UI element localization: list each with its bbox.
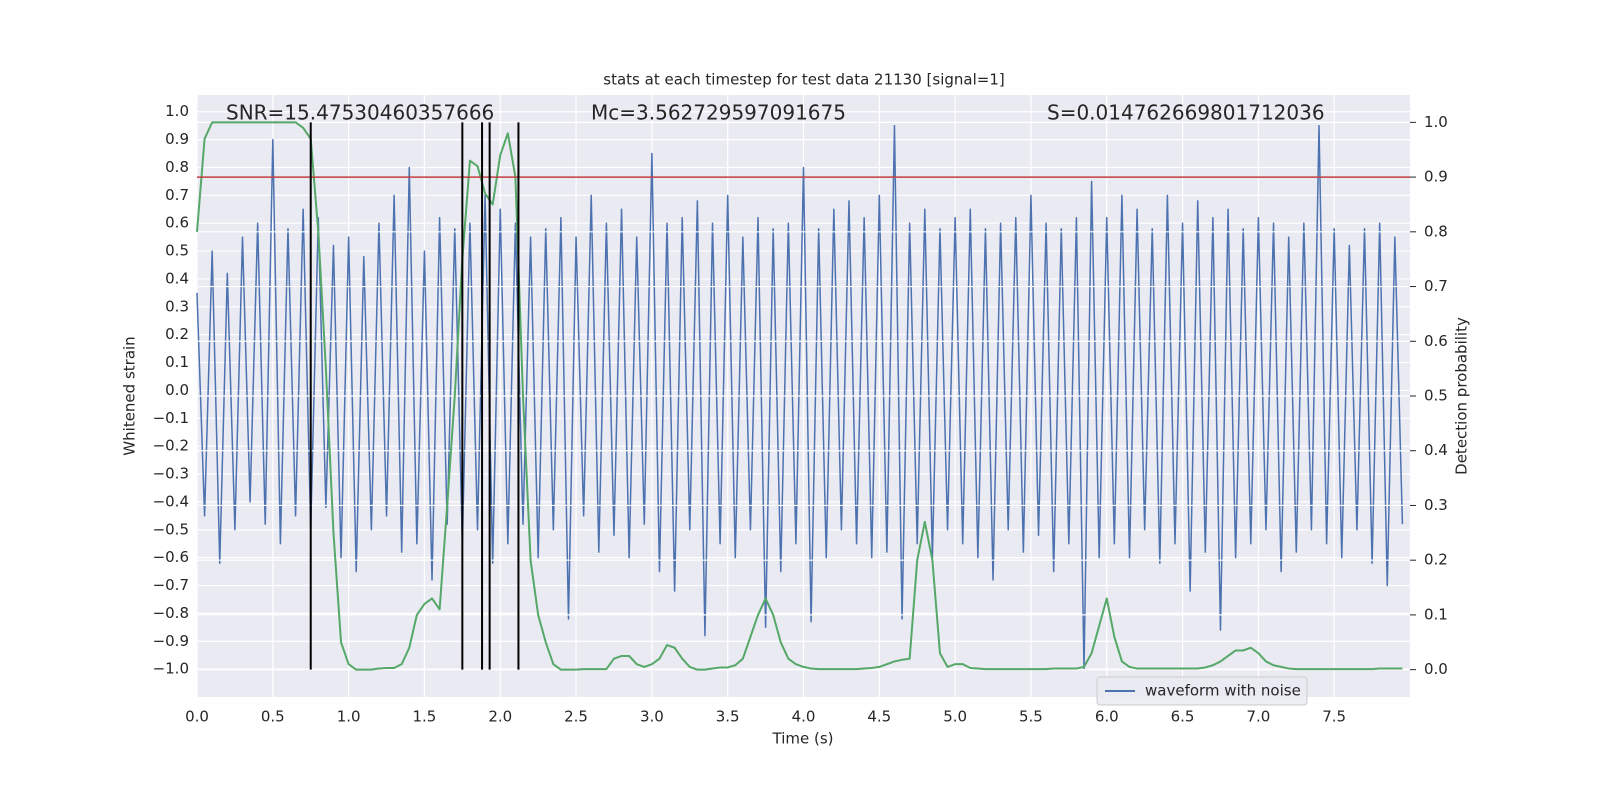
x-tick-label: 5.5 [1019,708,1043,726]
x-tick-label: 7.0 [1246,708,1270,726]
y2-tick-label: 0.2 [1424,551,1448,569]
y-tick-label: 0.5 [165,242,189,260]
y-tick-label: 0.3 [165,297,189,315]
y-tick-label: −0.8 [153,604,189,622]
y2-tick-label: 0.5 [1424,387,1448,405]
x-tick-label: 2.0 [488,708,512,726]
x-tick-label: 0.5 [261,708,285,726]
y-tick-label: −0.1 [153,409,189,427]
x-tick-label: 3.5 [716,708,740,726]
y2-tick-label: 0.8 [1424,222,1448,240]
legend-box [1096,676,1308,706]
x-tick-label: 1.0 [337,708,361,726]
chart-title: stats at each timestep for test data 211… [603,71,1004,89]
y2-tick-label: 1.0 [1424,113,1448,131]
x-tick-label: 3.0 [640,708,664,726]
x-tick-label: 6.0 [1095,708,1119,726]
y-tick-label: −0.2 [153,437,189,455]
x-tick-label: 0.0 [185,708,209,726]
y-tick-label: 1.0 [165,102,189,120]
y-axis-label: Whitened strain [121,336,139,455]
annotation: SNR=15.47530460357666 [226,101,494,125]
y2-tick-label: 0.3 [1424,496,1448,514]
y2-axis-label: Detection probability [1453,317,1471,475]
y-tick-label: 0.6 [165,214,189,232]
legend-label: waveform with noise [1145,682,1301,700]
x-tick-label: 4.5 [867,708,891,726]
y-tick-label: 0.1 [165,353,189,371]
y2-tick-label: 0.7 [1424,277,1448,295]
x-tick-label: 7.5 [1322,708,1346,726]
x-tick-label: 2.5 [564,708,588,726]
y-tick-label: 0.0 [165,381,189,399]
y-tick-label: −0.3 [153,465,189,483]
y2-tick-label: 0.1 [1424,605,1448,623]
y-tick-label: −0.9 [153,632,189,650]
line-series [196,121,1403,671]
y-tick-label: −0.6 [153,548,189,566]
x-axis-label: Time (s) [772,730,834,748]
y-tick-label: 0.2 [165,325,189,343]
y2-tick-label: 0.0 [1424,660,1448,678]
y2-tick-label: 0.4 [1424,441,1448,459]
annotation: Mc=3.562729597091675 [591,101,846,125]
y-tick-label: 0.7 [165,186,189,204]
y2-tick-label: 0.6 [1424,332,1448,350]
y-tick-label: −1.0 [153,660,189,678]
line-series [196,124,1404,670]
annotation: S=0.014762669801712036 [1047,101,1325,125]
x-tick-label: 4.0 [792,708,816,726]
x-tick-label: 6.5 [1171,708,1195,726]
y-tick-label: 0.9 [165,130,189,148]
y-tick-label: 0.8 [165,158,189,176]
x-tick-label: 1.5 [413,708,437,726]
y2-tick-label: 0.9 [1424,168,1448,186]
y-tick-label: 0.4 [165,269,189,287]
y-tick-label: −0.4 [153,492,189,510]
y-tick-label: −0.5 [153,520,189,538]
y-tick-label: −0.7 [153,576,189,594]
x-tick-label: 5.0 [943,708,967,726]
